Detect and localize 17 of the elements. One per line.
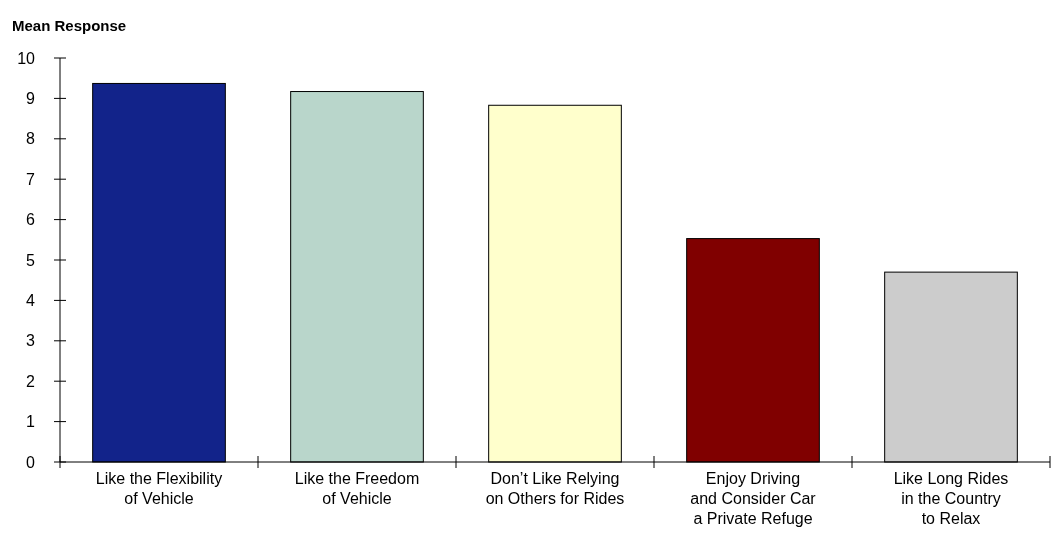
x-tick-label: Like the Flexibility of Vehicle (95, 470, 223, 507)
y-tick-label: 6 (26, 211, 36, 229)
y-tick-label: 7 (26, 170, 36, 188)
y-axis-title: Mean Response (12, 17, 127, 34)
y-tick-label: 1 (26, 413, 36, 431)
y-tick-label: 2 (26, 372, 36, 390)
y-tick-label: 8 (26, 130, 36, 148)
y-tick-label: 3 (26, 332, 36, 350)
x-tick-label: Enjoy Driving and Consider Car a Private Refuge (690, 470, 817, 527)
x-tick-label: Like Long Rides in the Country to Relax (893, 470, 1009, 527)
y-tick-label: 5 (26, 251, 36, 269)
x-tick-label: Like the Freedom of Vehicle (294, 470, 420, 507)
y-tick-label: 4 (26, 292, 36, 309)
y-tick-label: 9 (26, 90, 36, 107)
y-tick-label: 10 (17, 49, 36, 67)
y-tick-label: 0 (26, 453, 36, 471)
x-tick-label: Don’t Like Relying on Others for Rides (485, 470, 625, 507)
